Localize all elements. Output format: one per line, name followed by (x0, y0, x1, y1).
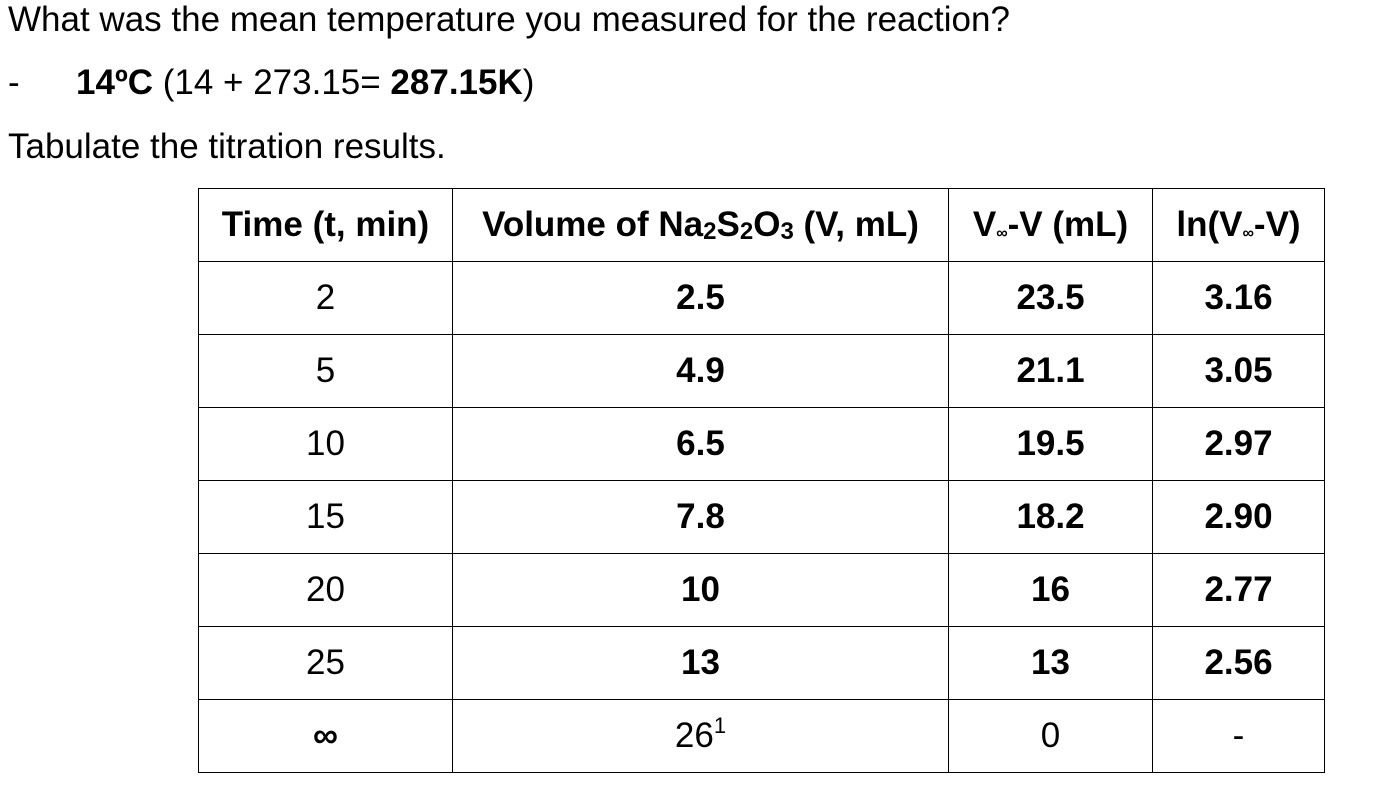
temperature-answer: - 14ºC (14 + 273.15= 287.15K) (8, 63, 534, 103)
cell-volume-difference: 18.2 (948, 480, 1153, 554)
header-volume: Volume of Na2S2O3 (V, mL) (452, 188, 949, 262)
cell-volume: 6.5 (452, 407, 949, 481)
titration-results-table: Time (t, min) Volume of Na2S2O3 (V, mL) … (198, 188, 1325, 773)
question-tabulate: Tabulate the titration results. (8, 127, 446, 166)
cell-ln-volume-difference: 3.16 (1152, 261, 1325, 335)
cell-ln-volume-difference: 2.97 (1152, 407, 1325, 481)
list-dash: - (8, 63, 20, 102)
question-mean-temperature: What was the mean temperature you measur… (8, 0, 1010, 39)
temperature-celsius: 14ºC (76, 63, 153, 102)
cell-ln-volume-difference: 2.77 (1152, 553, 1325, 627)
cell-time: 10 (198, 407, 453, 481)
conversion-text: (14 + 273.15= (153, 63, 391, 102)
table-row-infinity: ∞ 261 0 - (198, 699, 1325, 773)
cell-ln-volume-difference: 3.05 (1152, 334, 1325, 408)
cell-time: 5 (198, 334, 453, 408)
cell-ln-volume-difference-final: - (1152, 699, 1325, 773)
cell-volume-difference: 19.5 (948, 407, 1153, 481)
cell-volume-difference: 21.1 (948, 334, 1153, 408)
cell-ln-volume-difference: 2.90 (1152, 480, 1325, 554)
table-header-row: Time (t, min) Volume of Na2S2O3 (V, mL) … (198, 188, 1325, 262)
cell-time: 15 (198, 480, 453, 554)
header-ln-volume-difference: ln(V∞-V) (1152, 188, 1325, 262)
cell-volume: 10 (452, 553, 949, 627)
header-time: Time (t, min) (198, 188, 453, 262)
cell-time: 25 (198, 626, 453, 700)
table-row: 20 10 16 2.77 (198, 553, 1325, 627)
temperature-kelvin: 287.15K (390, 63, 523, 102)
cell-time: 2 (198, 261, 453, 335)
cell-volume: 7.8 (452, 480, 949, 554)
footnote-marker: 1 (713, 713, 727, 738)
cell-ln-volume-difference: 2.56 (1152, 626, 1325, 700)
table-row: 5 4.9 21.1 3.05 (198, 334, 1325, 408)
table-row: 2 2.5 23.5 3.16 (198, 261, 1325, 335)
cell-volume-difference: 16 (948, 553, 1153, 627)
cell-time-infinity: ∞ (198, 699, 453, 773)
cell-volume-difference: 23.5 (948, 261, 1153, 335)
table-row: 25 13 13 2.56 (198, 626, 1325, 700)
closing-paren: ) (522, 63, 535, 102)
header-volume-difference: V∞-V (mL) (948, 188, 1153, 262)
cell-volume: 13 (452, 626, 949, 700)
cell-volume: 4.9 (452, 334, 949, 408)
cell-volume-final: 261 (452, 699, 949, 773)
table-row: 10 6.5 19.5 2.97 (198, 407, 1325, 481)
cell-volume-difference: 13 (948, 626, 1153, 700)
cell-volume: 2.5 (452, 261, 949, 335)
cell-volume-difference-final: 0 (948, 699, 1153, 773)
table-row: 15 7.8 18.2 2.90 (198, 480, 1325, 554)
cell-time: 20 (198, 553, 453, 627)
